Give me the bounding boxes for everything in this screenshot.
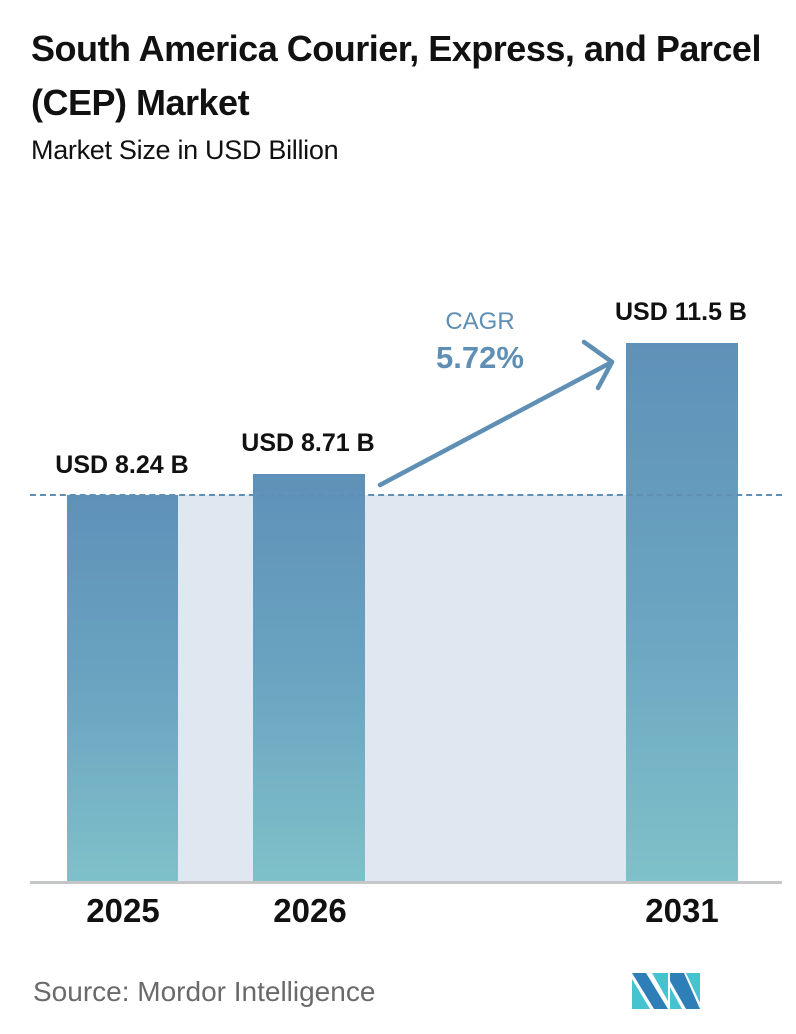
chart-subtitle: Market Size in USD Billion	[31, 135, 339, 165]
mordor-intelligence-logo-icon	[632, 973, 700, 1009]
x-label-2025: 2025	[86, 892, 160, 929]
bar-2026	[253, 474, 365, 882]
x-label-2026: 2026	[273, 892, 347, 929]
value-label-2031: USD 11.5 B	[614, 298, 747, 326]
value-label-2025: USD 8.24 B	[55, 451, 189, 479]
x-label-2031: 2031	[645, 892, 719, 929]
reference-dashed-line	[30, 494, 782, 496]
source-text: Source: Mordor Intelligence	[33, 976, 376, 1007]
value-label-2026: USD 8.71 B	[241, 429, 375, 457]
bar-2025	[67, 495, 178, 882]
background-band	[365, 495, 626, 882]
cagr-label: CAGR	[445, 308, 515, 335]
x-axis-line	[30, 881, 782, 884]
bar-2031	[626, 343, 738, 882]
cagr-value: 5.72%	[436, 340, 524, 375]
chart-title: South America Courier, Express, and Parc…	[31, 28, 761, 123]
background-band	[178, 495, 253, 882]
